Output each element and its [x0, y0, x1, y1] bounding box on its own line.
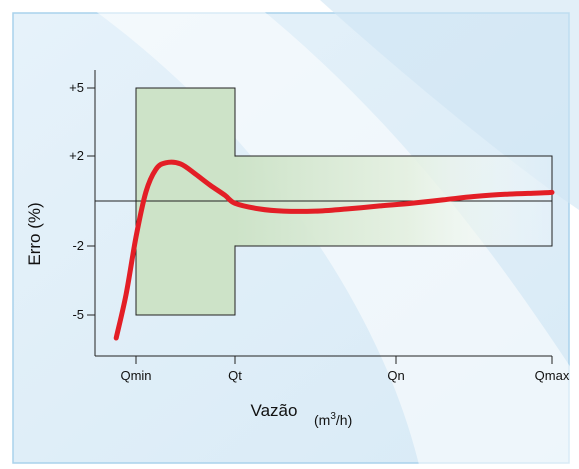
- error-curve: [113, 159, 555, 341]
- x-axis-unit: (m3/h): [314, 411, 352, 428]
- y-tick-label: -5: [72, 307, 84, 322]
- y-axis-title: Erro (%): [25, 202, 44, 265]
- x-axis-title: Vazão: [251, 401, 298, 420]
- axes: +5 +2 -2 -5 Qmin Qt Qn Qmax: [69, 70, 570, 383]
- error-curve-layer: [113, 159, 555, 341]
- y-tick-label: -2: [72, 238, 84, 253]
- x-tick-label: Qn: [387, 368, 404, 383]
- y-tick-label: +5: [69, 80, 84, 95]
- x-tick-label: Qt: [228, 368, 242, 383]
- y-tick-label: +2: [69, 148, 84, 163]
- x-tick-label: Qmin: [120, 368, 151, 383]
- x-tick-label: Qmax: [535, 368, 570, 383]
